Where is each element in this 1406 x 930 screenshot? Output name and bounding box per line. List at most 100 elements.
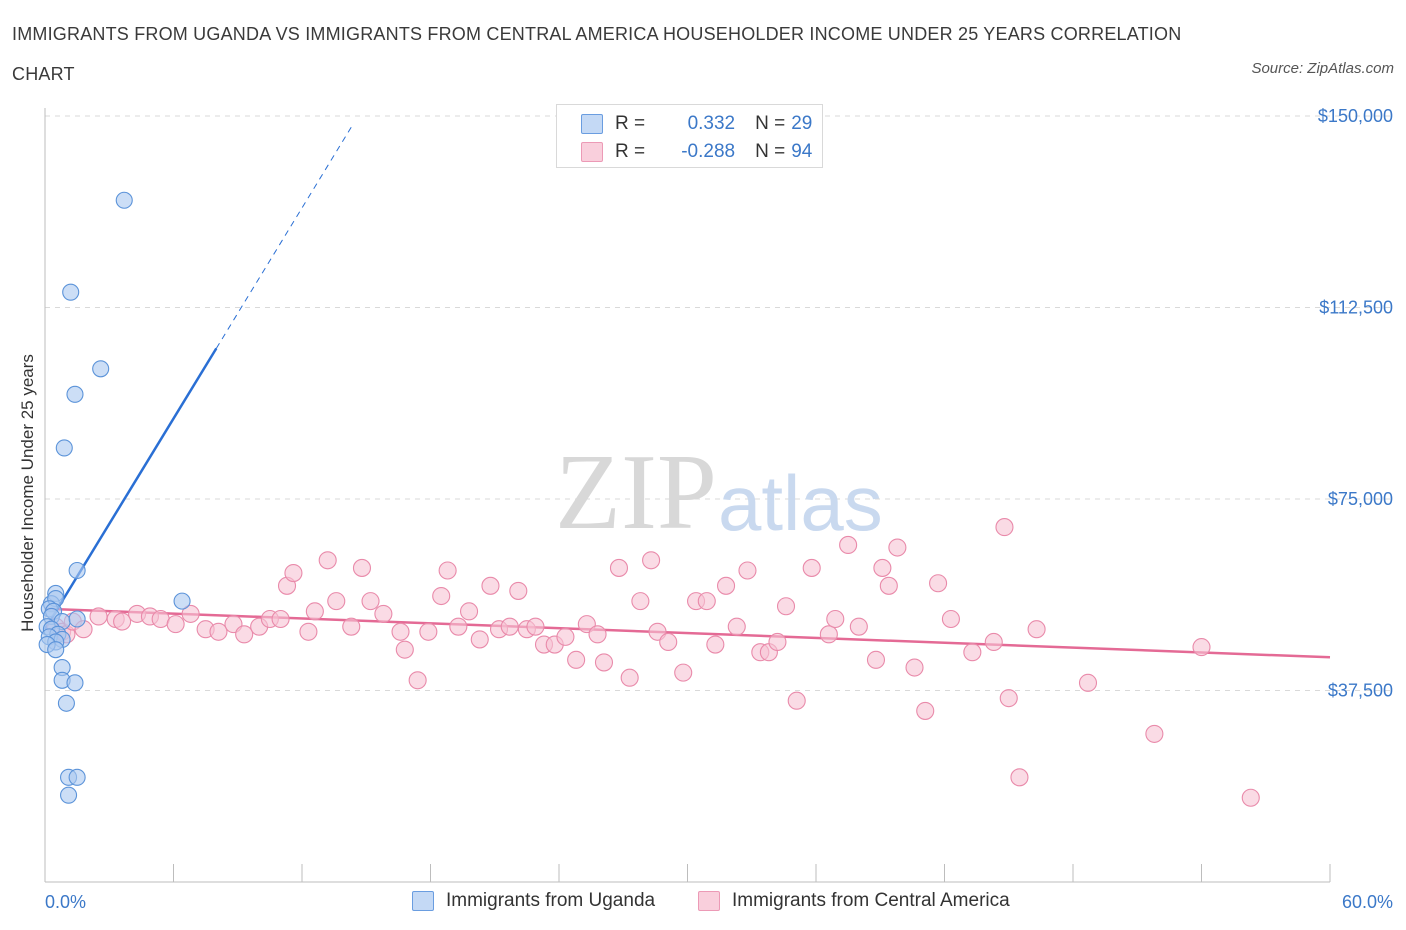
legend-row-central-america: R = -0.288 N = 94	[581, 140, 812, 164]
x-tick-labels: 0.0% 60.0%	[45, 892, 1393, 912]
data-point-central-america	[963, 643, 982, 662]
data-point-central-america	[888, 538, 907, 557]
data-point-central-america	[995, 518, 1014, 537]
data-point-central-america	[706, 635, 725, 654]
data-point-central-america	[235, 625, 254, 644]
legend-swatch-uganda	[581, 114, 603, 134]
n-label: N =	[755, 141, 786, 162]
data-point-central-america	[716, 576, 736, 595]
data-point-central-america	[642, 551, 661, 570]
data-point-central-america	[318, 551, 337, 570]
watermark-zip: ZIP	[555, 433, 717, 552]
data-point-central-america	[470, 630, 489, 649]
data-points	[38, 191, 1260, 807]
data-point-central-america	[151, 609, 170, 629]
y-tick-label: $75,000	[1328, 489, 1393, 509]
data-point-central-america	[166, 615, 185, 634]
data-point-central-america	[209, 622, 228, 641]
series-legend: Immigrants from Uganda Immigrants from C…	[0, 888, 1406, 916]
data-point-central-america	[374, 604, 393, 623]
data-point-central-america	[89, 607, 108, 626]
y-axis-label: Householder Income Under 25 years	[18, 354, 37, 632]
correlation-legend: R = 0.332 N = 29 R = -0.288 N = 94	[556, 104, 823, 168]
grid-lines	[45, 115, 1393, 691]
n-value: 29	[791, 113, 813, 134]
chart-title: IMMIGRANTS FROM UGANDA VS IMMIGRANTS FRO…	[12, 24, 1182, 84]
data-point-central-america	[299, 622, 318, 641]
watermark: ZIP atlas	[555, 433, 883, 552]
data-point-central-america	[419, 622, 438, 641]
data-point-central-america	[1145, 724, 1164, 743]
data-point-central-america	[659, 632, 678, 652]
data-point-central-america	[113, 612, 132, 631]
data-point-central-america	[1241, 788, 1260, 807]
data-point-central-america	[395, 640, 414, 659]
trend-line-central-america	[44, 607, 1331, 659]
data-point-central-america	[905, 658, 924, 677]
legend-row-uganda: R = 0.332 N = 29	[581, 112, 812, 136]
data-point-central-america	[826, 609, 845, 629]
data-point-central-america	[594, 653, 614, 672]
data-point-central-america	[819, 625, 838, 644]
y-tick-labels: $37,500 $75,000 $112,500 $150,000	[1318, 106, 1393, 701]
data-point-uganda	[115, 191, 133, 209]
data-point-central-america	[674, 663, 693, 682]
trend-line-uganda	[43, 347, 218, 630]
data-point-central-america	[1192, 638, 1211, 657]
data-point-central-america	[305, 602, 324, 621]
data-point-central-america	[352, 558, 372, 577]
r-value: 0.332	[687, 113, 736, 134]
legend-swatch-central-america	[698, 891, 720, 911]
data-point-central-america	[526, 617, 545, 636]
data-point-central-america	[181, 604, 200, 623]
data-point-uganda	[68, 768, 86, 786]
data-point-central-america	[1010, 768, 1029, 787]
y-tick-label: $150,000	[1318, 106, 1393, 126]
data-point-central-america	[284, 563, 303, 583]
data-point-central-america	[459, 602, 479, 621]
legend-label-uganda: Immigrants from Uganda	[446, 890, 656, 911]
r-label: R =	[615, 141, 646, 162]
data-point-uganda	[68, 561, 86, 580]
data-point-central-america	[941, 609, 960, 629]
data-point-central-america	[916, 701, 935, 720]
data-point-central-america	[438, 561, 457, 580]
data-point-central-america	[839, 535, 858, 555]
legend-swatch-uganda	[412, 891, 434, 911]
data-point-central-america	[1078, 673, 1098, 692]
data-point-central-america	[849, 617, 868, 636]
data-point-central-america	[391, 622, 410, 641]
data-point-central-america	[631, 592, 650, 611]
legend-swatch-central-america	[581, 142, 603, 162]
data-point-central-america	[361, 592, 380, 611]
legend-label-central-america: Immigrants from Central America	[732, 890, 1010, 911]
data-point-central-america	[738, 561, 757, 580]
data-point-central-america	[929, 574, 948, 593]
legend-item-uganda: Immigrants from Uganda	[412, 890, 655, 912]
x-tick-label: 60.0%	[1342, 892, 1393, 912]
x-tick-label: 0.0%	[45, 892, 86, 912]
data-point-uganda	[173, 592, 191, 610]
data-point-uganda	[66, 674, 84, 692]
chart-source: Source: ZipAtlas.com	[1251, 60, 1394, 77]
data-point-central-america	[588, 625, 607, 644]
data-point-central-america	[999, 689, 1018, 708]
n-label: N =	[755, 113, 786, 134]
data-point-uganda	[55, 439, 73, 457]
data-point-central-america	[408, 671, 427, 690]
data-point-central-america	[620, 668, 639, 687]
data-point-central-america	[556, 627, 575, 646]
data-point-central-america	[879, 576, 898, 595]
data-point-central-america	[271, 609, 290, 629]
data-point-uganda	[57, 694, 75, 712]
n-value: 94	[791, 141, 813, 162]
data-point-central-america	[984, 632, 1003, 652]
y-tick-label: $37,500	[1328, 681, 1393, 701]
y-tick-label: $112,500	[1319, 298, 1393, 318]
data-point-central-america	[776, 597, 796, 616]
data-point-central-america	[509, 581, 528, 600]
data-point-central-america	[342, 617, 361, 636]
trend-extension-uganda	[215, 123, 354, 349]
data-point-uganda	[92, 360, 110, 378]
data-point-central-america	[481, 576, 500, 595]
